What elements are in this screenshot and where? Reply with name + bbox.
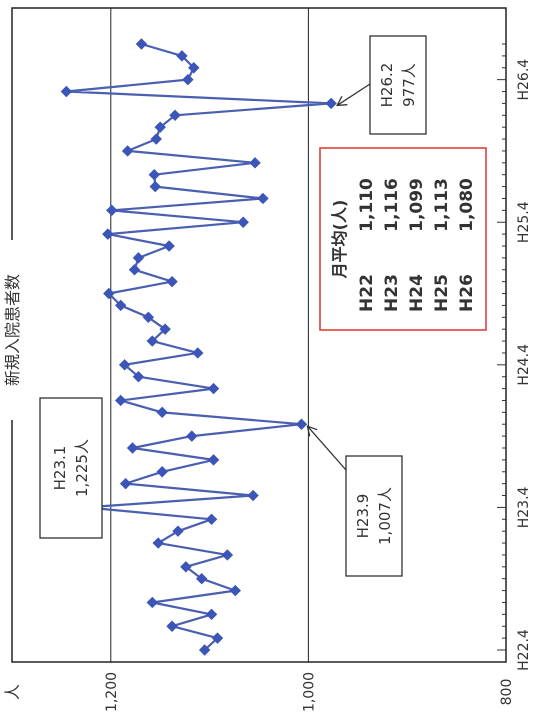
- data-point: [257, 192, 269, 205]
- annotation-value: 977人: [400, 63, 418, 107]
- annotations: H23.1 1,225人 H23.9 1,007人 H26.2 977人: [39, 35, 427, 577]
- y-tick-label: 1,000: [301, 672, 317, 712]
- data-point: [142, 311, 155, 324]
- data-point: [149, 180, 161, 193]
- series-layer: [60, 38, 337, 656]
- data-point: [172, 525, 184, 537]
- data-point: [166, 620, 178, 632]
- legend-year: H24: [407, 274, 427, 312]
- legend-year: H26: [457, 274, 477, 312]
- data-point: [205, 513, 218, 526]
- legend-value: 1,099: [407, 178, 427, 232]
- data-point: [325, 97, 337, 110]
- annotation-callout: H23.9 1,007人: [306, 425, 403, 577]
- data-point: [114, 394, 127, 407]
- gridlines: [110, 8, 309, 662]
- annotation-value: 1,225人: [73, 439, 91, 497]
- y-tick-label: 1,200: [104, 672, 120, 712]
- data-point: [195, 572, 208, 585]
- data-point: [159, 323, 171, 335]
- data-point: [198, 644, 211, 656]
- data-point: [295, 418, 308, 430]
- data-point: [114, 299, 127, 312]
- data-point: [221, 549, 234, 561]
- data-point: [169, 109, 181, 122]
- x-tick-label: H25.4: [516, 201, 532, 243]
- data-point: [186, 430, 198, 442]
- annotation-callout: H23.1 1,225人: [39, 397, 103, 539]
- titles: 新規入院患者数: [2, 240, 24, 420]
- legend-year: H25: [432, 274, 452, 312]
- data-point: [135, 38, 148, 50]
- data-point: [211, 632, 224, 644]
- x-tick-label: H22.4: [516, 629, 532, 671]
- y-axis-ticks: 800 1,000 1,200 人: [3, 672, 515, 712]
- data-point: [237, 216, 249, 228]
- legend-value: 1,080: [457, 178, 477, 232]
- data-point: [118, 359, 131, 371]
- data-point: [102, 228, 114, 240]
- annotation-date: H23.1: [51, 446, 69, 491]
- data-point: [156, 466, 168, 478]
- data-point: [249, 157, 261, 169]
- data-point: [182, 73, 194, 86]
- data-point: [60, 85, 73, 98]
- annotation-value: 1,007人: [376, 487, 394, 545]
- legend-value: 1,110: [357, 178, 377, 232]
- legend-value: 1,113: [432, 178, 452, 232]
- legend-title: 月平均(人): [330, 200, 349, 280]
- series-line: [65, 42, 333, 651]
- plot-frame: [11, 7, 507, 663]
- x-tick-label: H26.4: [516, 59, 532, 101]
- data-point: [150, 133, 162, 145]
- data-point: [126, 442, 139, 454]
- average-legend: 月平均(人) H22 1,110 H23 1,116 H24 1,099 H25 1,113 H2…: [319, 147, 487, 331]
- legend-value: 1,116: [382, 178, 402, 232]
- data-point: [192, 347, 204, 359]
- data-point: [207, 454, 220, 466]
- annotation-callout: H26.2 977人: [336, 35, 427, 135]
- annotation-date: H26.2: [378, 63, 396, 108]
- legend-year: H23: [382, 274, 402, 312]
- data-point: [205, 608, 218, 621]
- data-point: [163, 240, 175, 252]
- data-point: [247, 489, 259, 502]
- data-point: [148, 168, 160, 181]
- x-tick-label: H23.4: [516, 486, 532, 528]
- data-point: [119, 477, 132, 490]
- data-point: [166, 275, 178, 288]
- y-tick-label: 800: [499, 679, 515, 706]
- data-point: [207, 382, 220, 395]
- data-point: [154, 121, 166, 133]
- y-unit-label: 人: [3, 684, 22, 700]
- data-point: [132, 370, 145, 383]
- chart-title: 新規入院患者数: [3, 274, 22, 386]
- x-axis-ticks: H22.4 H23.4 H24.4 H25.4 H26.4: [497, 43, 532, 671]
- data-point: [180, 561, 192, 573]
- data-point: [132, 252, 145, 264]
- data-point: [128, 264, 141, 276]
- data-point: [103, 287, 115, 300]
- data-point: [121, 145, 134, 157]
- data-point: [229, 584, 241, 597]
- x-tick-label: H24.4: [516, 344, 532, 386]
- data-point: [146, 596, 159, 609]
- annotation-date: H23.9: [354, 494, 372, 539]
- legend-year: H22: [357, 274, 377, 312]
- data-point: [106, 204, 118, 217]
- data-point: [152, 537, 164, 549]
- data-point: [188, 62, 200, 74]
- data-point: [146, 335, 159, 347]
- data-point: [156, 406, 168, 419]
- data-point: [176, 50, 188, 62]
